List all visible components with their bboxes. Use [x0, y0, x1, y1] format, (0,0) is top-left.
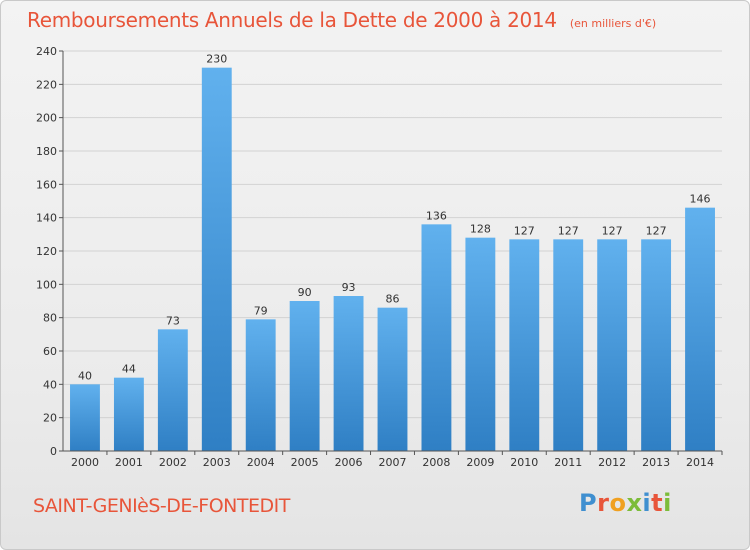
- x-tick-label: 2006: [335, 456, 363, 469]
- proxiti-logo: Proxiti: [579, 489, 672, 517]
- bar: [465, 237, 496, 451]
- chart-title: Remboursements Annuels de la Dette de 20…: [27, 8, 557, 32]
- bar: [201, 67, 232, 452]
- bar-value-label: 44: [122, 363, 136, 376]
- bar-value-label: 146: [690, 193, 711, 206]
- y-tick-label: 140: [36, 212, 57, 225]
- x-tick-label: 2014: [686, 456, 714, 469]
- bar: [245, 319, 276, 451]
- x-tick-label: 2007: [379, 456, 407, 469]
- bars: 40 44 73 230 79 90 93 86 136 128 127 127 127 127 146: [70, 53, 715, 452]
- bar-value-label: 86: [386, 293, 400, 306]
- x-tick-label: 2013: [642, 456, 670, 469]
- bar-value-label: 128: [470, 223, 491, 236]
- bar: [377, 307, 408, 451]
- bar: [113, 377, 144, 451]
- bar: [421, 224, 452, 451]
- bar: [289, 301, 320, 451]
- y-tick-label: 160: [36, 178, 57, 191]
- x-tick-label: 2005: [291, 456, 319, 469]
- y-tick-label: 20: [43, 412, 57, 425]
- x-tick-label: 2003: [203, 456, 231, 469]
- y-tick-label: 80: [43, 312, 57, 325]
- y-tick-label: 220: [36, 78, 57, 91]
- logo-letter: i: [642, 489, 652, 517]
- x-tick-label: 2001: [115, 456, 143, 469]
- y-tick-label: 240: [36, 45, 57, 58]
- logo-letter: x: [626, 489, 643, 517]
- bar-value-label: 40: [78, 369, 92, 382]
- bar-value-label: 79: [254, 304, 268, 317]
- x-tick-label: 2000: [71, 456, 99, 469]
- bar-value-label: 73: [166, 314, 180, 327]
- commune-name: SAINT-GENIèS-DE-FONTEDIT: [33, 495, 290, 517]
- bar-value-label: 127: [646, 224, 667, 237]
- y-tick-label: 40: [43, 378, 57, 391]
- x-tick-label: 2010: [510, 456, 538, 469]
- bar-value-label: 127: [558, 224, 579, 237]
- x-tick-label: 2012: [598, 456, 626, 469]
- bar-value-label: 230: [206, 53, 227, 66]
- y-tick-label: 0: [50, 445, 57, 458]
- x-tick-label: 2004: [247, 456, 275, 469]
- title-block: Remboursements Annuels de la Dette de 20…: [27, 8, 656, 32]
- bar-value-label: 127: [514, 224, 535, 237]
- bar-value-label: 93: [342, 281, 356, 294]
- bar: [70, 384, 100, 451]
- bar-value-label: 90: [298, 286, 312, 299]
- bar: [685, 207, 715, 451]
- bar-value-label: 136: [426, 209, 447, 222]
- logo-letter: t: [651, 489, 664, 517]
- logo-letter: i: [663, 489, 672, 517]
- y-tick-label: 60: [43, 345, 57, 358]
- bar: [157, 329, 188, 451]
- x-tick-label: 2009: [466, 456, 494, 469]
- logo-letter: o: [609, 489, 627, 517]
- y-tick-label: 180: [36, 145, 57, 158]
- bar: [509, 239, 540, 451]
- logo-letter: r: [597, 489, 610, 517]
- y-tick-label: 120: [36, 245, 57, 258]
- logo-letter: P: [579, 489, 598, 517]
- bar: [553, 239, 584, 451]
- y-tick-label: 100: [36, 278, 57, 291]
- chart-unit: (en milliers d'€): [569, 17, 657, 30]
- x-tick-label: 2011: [554, 456, 582, 469]
- y-tick-label: 200: [36, 112, 57, 125]
- bar: [333, 296, 364, 451]
- x-tick-label: 2002: [159, 456, 187, 469]
- axes: 0 20 40 60 80 100 120 140 160 180 200 220 240 2000 200…: [36, 45, 723, 469]
- bar: [641, 239, 672, 451]
- bar-value-label: 127: [602, 224, 623, 237]
- x-tick-label: 2008: [422, 456, 450, 469]
- bar: [597, 239, 628, 451]
